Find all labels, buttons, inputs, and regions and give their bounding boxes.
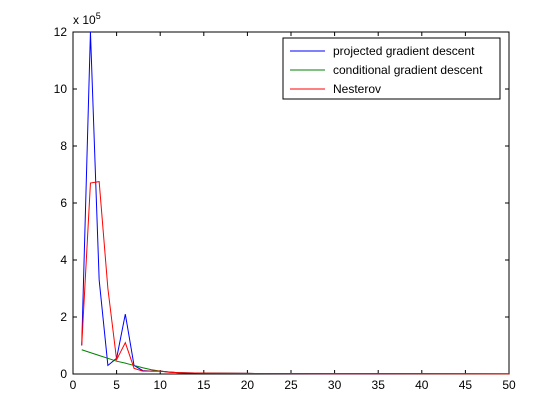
- y-tick-label: 4: [60, 253, 67, 267]
- x-tick-label: 35: [372, 378, 386, 392]
- series-lines: [81, 31, 510, 375]
- y-tick-label: 2: [60, 310, 67, 324]
- x-tick-label: 5: [113, 378, 120, 392]
- x-tick-label: 25: [284, 378, 298, 392]
- legend-label-0: projected gradient descent: [333, 44, 475, 58]
- y-tick-label: 6: [60, 196, 67, 210]
- x-tick-label: 50: [502, 378, 516, 392]
- axis-ticks: 0 5 10 15 20 25 30 35 40 45 50 0 2 4 6 8 10 12: [54, 25, 516, 392]
- x-tick-label: 40: [415, 378, 429, 392]
- x-tick-label: 30: [328, 378, 342, 392]
- y-tick-label: 8: [60, 139, 67, 153]
- legend-label-1: conditional gradient descent: [333, 63, 483, 77]
- legend-label-2: Nesterov: [333, 82, 381, 96]
- x-tick-label: 15: [197, 378, 211, 392]
- series-line-2: [81, 181, 510, 375]
- y-tick-label: 10: [54, 82, 68, 96]
- x-tick-label: 10: [154, 378, 168, 392]
- y-exponent-power: 5: [96, 11, 101, 21]
- y-exponent-label: x 105: [73, 11, 101, 27]
- x-tick-label: 20: [241, 378, 255, 392]
- x-tick-label: 45: [459, 378, 473, 392]
- y-tick-label: 12: [54, 25, 68, 39]
- x-tick-label: 0: [70, 378, 77, 392]
- y-exponent-prefix: x 10: [73, 13, 96, 27]
- y-tick-label: 0: [60, 367, 67, 381]
- legend: projected gradient descent conditional gr…: [282, 37, 501, 100]
